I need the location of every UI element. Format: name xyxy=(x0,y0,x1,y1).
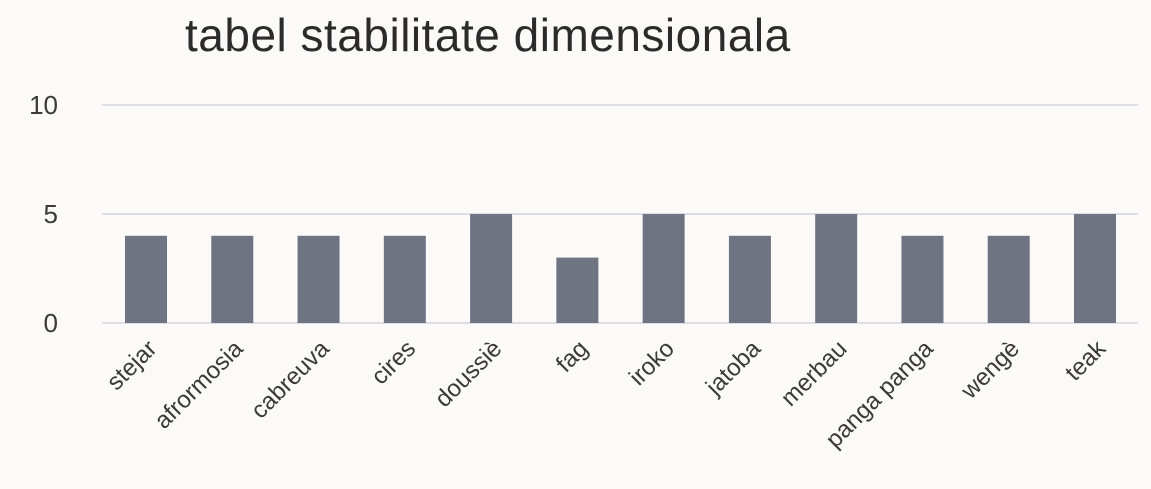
bar-cabreuva xyxy=(297,235,340,323)
bar-wengè xyxy=(987,235,1030,323)
bar-doussiè xyxy=(470,214,513,323)
bar-merbau xyxy=(815,214,858,323)
grid-lines xyxy=(102,104,1138,324)
bar-fag xyxy=(556,257,599,323)
bar-jatoba xyxy=(728,235,771,323)
y-tick-label: 10 xyxy=(29,90,58,120)
x-tick-label: merbau xyxy=(776,335,853,412)
x-tick-label: stejar xyxy=(102,335,163,396)
x-tick-label: wengè xyxy=(955,335,1025,405)
bar-panga-panga xyxy=(901,235,944,323)
x-tick-label: cabreuva xyxy=(246,335,335,424)
y-tick-label: 0 xyxy=(44,308,58,338)
x-tick-label: cires xyxy=(366,335,421,390)
x-tick-label: iroko xyxy=(624,335,680,391)
bar-afrormosia xyxy=(211,235,254,323)
bar-cires xyxy=(383,235,426,323)
bar-iroko xyxy=(642,214,685,323)
bar-teak xyxy=(1074,214,1116,323)
y-axis-ticks: 0 5 10 xyxy=(29,90,58,338)
x-tick-label: teak xyxy=(1060,334,1112,386)
x-tick-label: afrormosia xyxy=(149,335,249,435)
x-tick-label: fag xyxy=(551,335,594,378)
x-tick-label: doussiè xyxy=(430,335,508,413)
bars xyxy=(125,214,1116,323)
chart-title: tabel stabilitate dimensionala xyxy=(185,9,791,61)
y-tick-label: 5 xyxy=(44,199,58,229)
bar-stejar xyxy=(125,235,167,323)
x-tick-label: jatoba xyxy=(700,335,766,401)
